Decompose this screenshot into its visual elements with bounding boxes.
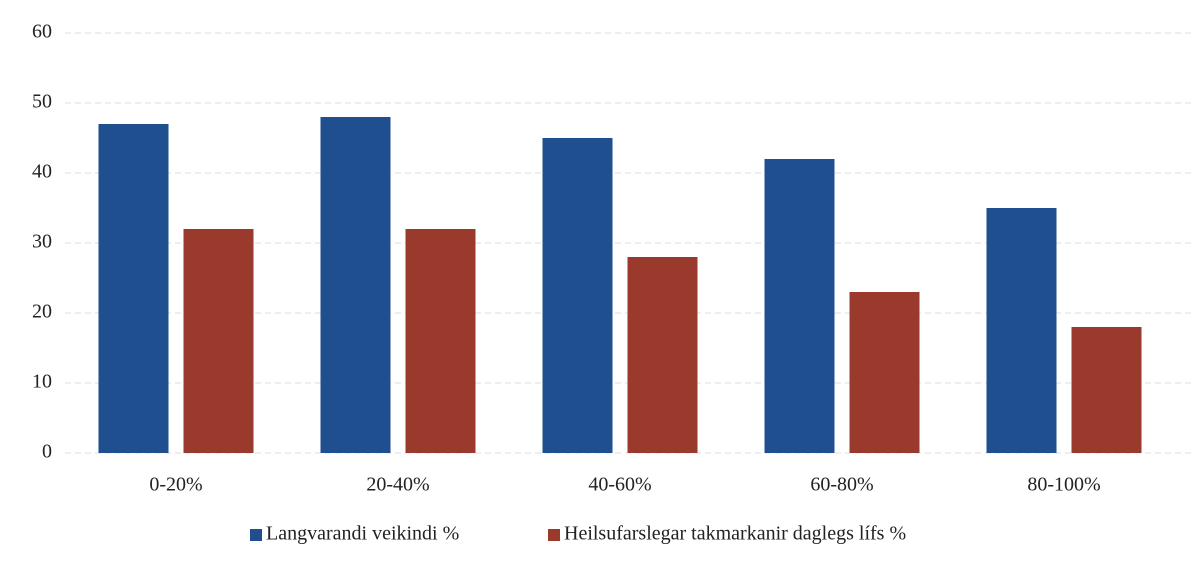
y-tick-label: 30 [32, 231, 52, 253]
y-tick-label: 0 [42, 441, 52, 463]
legend-label: Heilsufarslegar takmarkanir daglegs lífs… [564, 523, 906, 545]
legend-swatch [548, 529, 560, 541]
x-tick-label: 20-40% [366, 474, 429, 496]
x-tick-label: 60-80% [810, 474, 873, 496]
legend-swatch [250, 529, 262, 541]
bar [627, 257, 698, 453]
bar [764, 159, 835, 453]
bar [849, 292, 920, 453]
y-tick-label: 20 [32, 301, 52, 323]
y-tick-label: 60 [32, 21, 52, 43]
bar [405, 229, 476, 453]
bar [320, 117, 391, 453]
y-tick-label: 40 [32, 161, 52, 183]
legend-label: Langvarandi veikindi % [266, 523, 459, 545]
bar [1071, 327, 1142, 453]
bar [98, 124, 169, 453]
y-tick-label: 10 [32, 371, 52, 393]
x-tick-label: 80-100% [1027, 474, 1100, 496]
bar [183, 229, 254, 453]
bar [986, 208, 1057, 453]
bar [542, 138, 613, 453]
y-tick-label: 50 [32, 91, 52, 113]
x-tick-label: 40-60% [588, 474, 651, 496]
x-tick-label: 0-20% [149, 474, 202, 496]
